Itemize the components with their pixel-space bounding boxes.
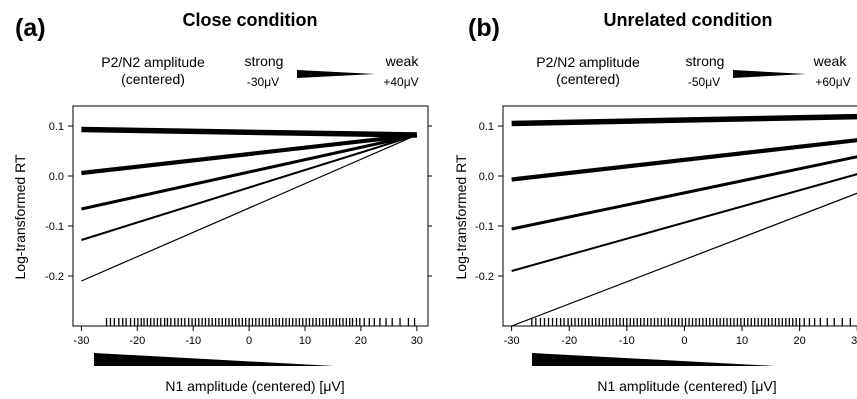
panel-a-xtick-label: 30 — [411, 335, 423, 347]
panel-b-xtick-label: -30 — [504, 335, 520, 347]
panel-b-legend-strong-value: -50μV — [688, 75, 720, 89]
panel-b-legend-wedge — [733, 70, 806, 78]
panel-a-ylabel: Log-transformed RT — [12, 154, 28, 279]
panel-a-series-line — [81, 134, 418, 282]
panel-b-ytick-label: -0.1 — [475, 221, 494, 233]
panel-a-series-line — [81, 132, 418, 176]
panel-a-xtick-label: 20 — [355, 335, 367, 347]
panel-a-legend-title-line1: P2/N2 amplitude — [101, 54, 205, 70]
panel-b-xtick-label: 20 — [794, 335, 806, 347]
panel-a: (a) Close condition P2/N2 amplitude (cen… — [12, 10, 432, 394]
panel-b-rug — [531, 318, 851, 326]
panel-a-ticks: -30 -20 -10 0 10 20 30 0.1 0.0 -0.1 -0.2 — [45, 121, 432, 347]
panel-b-xtick-label: -10 — [619, 335, 635, 347]
panel-a-series-line — [81, 126, 417, 138]
panel-b-ytick-label: -0.2 — [475, 271, 494, 283]
panel-a-letter: (a) — [15, 14, 46, 42]
panel-b-series-line — [511, 113, 857, 127]
panel-a-xaxis-wedge — [94, 353, 334, 366]
panel-b-series-line — [511, 173, 857, 272]
panel-a-legend-strong-value: -30μV — [247, 75, 279, 89]
panel-a-xtick-label: 0 — [246, 335, 252, 347]
panel-b-title: Unrelated condition — [603, 10, 772, 30]
panel-a-lines — [81, 126, 418, 282]
panel-b-series-line — [511, 138, 857, 182]
panel-a-ytick-label: -0.1 — [45, 221, 64, 233]
panel-b-legend-weak: weak — [813, 53, 848, 69]
panel-a-xtick-label: -20 — [129, 335, 145, 347]
panel-a-series-line — [81, 133, 418, 211]
panel-a-title: Close condition — [183, 10, 318, 30]
panel-a-plot-frame — [72, 105, 429, 327]
panel-b-xtick-label: 10 — [736, 335, 748, 347]
panel-b-xtick-label: -20 — [561, 335, 577, 347]
panel-b-lines — [511, 113, 857, 326]
panel-a-xlabel: N1 amplitude (centered) [μV] — [165, 378, 344, 394]
panel-a-ytick-label: 0.0 — [49, 171, 64, 183]
panel-a-legend-weak-value: +40μV — [383, 75, 418, 89]
panel-b-ticks: -30 -20 -10 0 10 20 30 0.1 0.0 -0.1 -0.2 — [475, 121, 857, 347]
panel-a-legend-weak: weak — [385, 53, 420, 69]
panel-b-letter: (b) — [468, 14, 500, 42]
panel-b-ytick-label: 0.1 — [479, 121, 494, 133]
panel-b-legend-title-line1: P2/N2 amplitude — [536, 54, 640, 70]
panel-b-legend-title-line2: (centered) — [556, 71, 620, 87]
panel-a-rug — [105, 318, 416, 326]
panel-b-ytick-label: 0.0 — [479, 171, 494, 183]
panel-b-series-line — [511, 155, 857, 231]
panel-b-series-line — [511, 192, 857, 326]
panel-b-xtick-label: 0 — [681, 335, 687, 347]
panel-a-legend-wedge — [297, 70, 375, 78]
panel-b-ylabel: Log-transformed RT — [453, 154, 469, 279]
panel-b: (b) Unrelated condition P2/N2 amplitude … — [453, 10, 857, 394]
panel-b-legend-strong: strong — [686, 53, 725, 69]
panel-a-legend-title-line2: (centered) — [121, 71, 185, 87]
panel-b-xlabel: N1 amplitude (centered) [μV] — [597, 378, 776, 394]
panel-b-plot-frame — [502, 105, 857, 327]
panel-a-xtick-label: -30 — [73, 335, 89, 347]
panel-a-xtick-label: 10 — [299, 335, 311, 347]
panel-b-xaxis-wedge — [532, 353, 775, 366]
panel-a-ytick-label: 0.1 — [49, 121, 64, 133]
panel-b-legend-weak-value: +60μV — [815, 75, 850, 89]
panel-a-series-line — [81, 134, 418, 241]
panel-a-legend-strong: strong — [245, 53, 284, 69]
panel-a-ytick-label: -0.2 — [45, 271, 64, 283]
panel-a-xtick-label: -10 — [185, 335, 201, 347]
panel-b-xtick-label: 30 — [851, 335, 857, 347]
